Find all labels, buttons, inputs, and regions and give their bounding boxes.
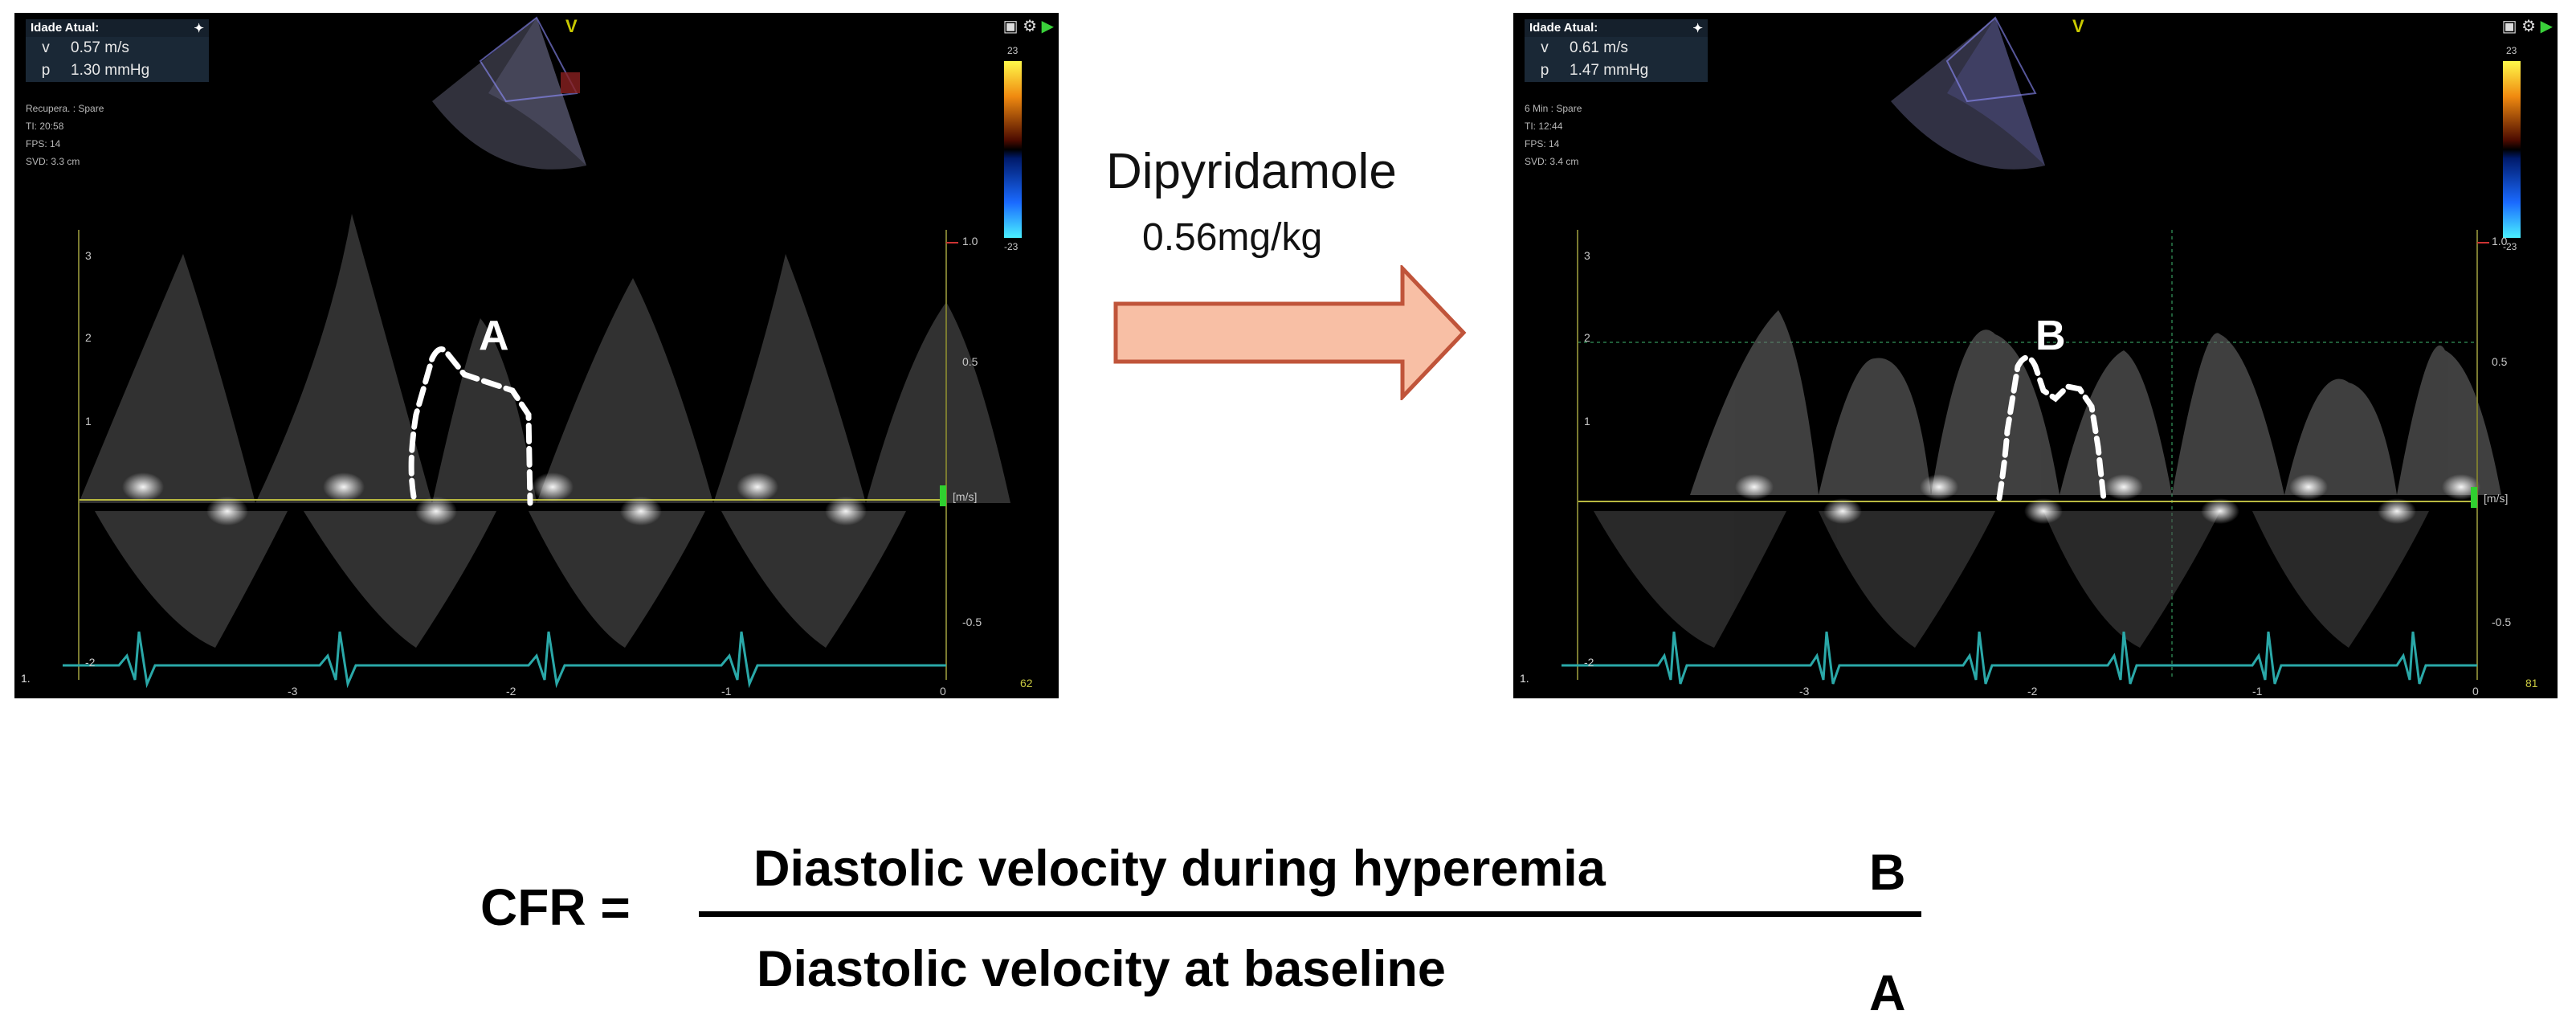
zoom-indicator[interactable]: 1. (1520, 672, 1529, 685)
scale-label: 1 (1584, 415, 1590, 428)
colorbar-top: 23 (1007, 45, 1019, 56)
baseline-doppler-spectrum (63, 16, 1022, 689)
colorbar-bottom: -23 (1004, 241, 1019, 252)
time-tick: -1 (721, 685, 732, 698)
scale-label: 3 (1584, 249, 1590, 262)
monitor-icon: ▣ ⚙ ▶ (2501, 18, 2553, 35)
formula-numerator-symbol: B (1869, 845, 1906, 901)
velocity-value: 0.61 m/s (1570, 39, 1628, 56)
play-icon: ▶ (2540, 18, 2553, 35)
meta-line: TI: 12:44 (1525, 121, 1563, 132)
play-icon: ▶ (1041, 18, 1054, 35)
drug-label: Dipyridamole (1106, 144, 1397, 199)
pressure-key: p (41, 62, 51, 79)
frame-counter: 81 (2525, 677, 2538, 690)
colorbar-bottom: -23 (2503, 241, 2517, 252)
velocity-key: v (1541, 39, 1549, 56)
scale-label: -2 (1584, 656, 1594, 669)
readout-header: Idade Atual: (31, 21, 100, 35)
meta-line: SVD: 3.4 cm (1525, 156, 1579, 167)
time-tick: -3 (1799, 685, 1810, 698)
monitor-icon: ▣ ⚙ ▶ (1002, 18, 1054, 35)
baseline-doppler-panel: Idade Atual: ✦ v 0.57 m/s p 1.30 mmHg Recup… (14, 13, 1059, 698)
scale-label: 1.0 (2492, 235, 2508, 248)
pressure-value: 1.30 mmHg (71, 62, 150, 79)
acquisition-meta: Recupera. : Spare TI: 20:58 FPS: 14 SVD:… (26, 100, 104, 170)
dose-label: 0.56mg/kg (1142, 216, 1323, 259)
meta-line: FPS: 14 (26, 138, 61, 149)
view-letter: V (565, 16, 578, 36)
peak-label-a: A (479, 313, 509, 359)
time-tick: -2 (506, 685, 516, 698)
velocity-value: 0.57 m/s (71, 39, 129, 56)
peak-label-b: B (2035, 313, 2066, 359)
time-tick: -2 (2027, 685, 2038, 698)
view-letter: V (2072, 16, 2084, 36)
hyperemia-doppler-spectrum (1562, 16, 2521, 685)
scale-label: -2 (85, 656, 96, 669)
acquisition-meta: 6 Min : Spare TI: 12:44 FPS: 14 SVD: 3.4… (1525, 100, 1582, 170)
meta-line: 6 Min : Spare (1525, 103, 1582, 114)
scale-label: 2 (1584, 331, 1590, 344)
readout-header: Idade Atual: (1529, 21, 1598, 35)
frame-counter: 62 (1020, 677, 1033, 690)
time-tick: 0 (2472, 685, 2479, 698)
scale-label: [m/s] (953, 490, 978, 503)
right-arrow-icon (1113, 265, 1467, 400)
hyperemia-doppler-panel: Idade Atual: ✦ v 0.61 m/s p 1.47 mmHg 6 Min… (1513, 13, 2558, 698)
velocity-key: v (42, 39, 50, 56)
scale-label: [m/s] (2484, 492, 2509, 505)
measurement-readout: Idade Atual: ✦ v 0.61 m/s p 1.47 mmHg (1525, 19, 1708, 82)
cfr-lhs: CFR = (480, 878, 631, 936)
meta-line: Recupera. : Spare (26, 103, 104, 114)
meta-line: SVD: 3.3 cm (26, 156, 80, 167)
formula-numerator: Diastolic velocity during hyperemia (753, 841, 1606, 897)
fraction-bar (699, 911, 1921, 917)
pressure-key: p (1540, 62, 1549, 79)
scale-label: 3 (85, 249, 92, 262)
formula-denominator: Diastolic velocity at baseline (757, 941, 1446, 997)
scale-label: 1.0 (962, 235, 978, 248)
time-tick: -1 (2252, 685, 2263, 698)
scale-label: 0.5 (2492, 355, 2508, 368)
scale-label: -0.5 (2492, 616, 2512, 628)
time-tick: 0 (940, 685, 946, 698)
formula-denominator-symbol: A (1869, 965, 1906, 1021)
scale-label: 1 (85, 415, 92, 428)
zoom-indicator[interactable]: 1. (21, 672, 31, 685)
measurement-readout: Idade Atual: ✦ v 0.57 m/s p 1.30 mmHg (26, 19, 209, 82)
scale-label: 0.5 (962, 355, 978, 368)
colorbar-top: 23 (2506, 45, 2517, 56)
time-tick: -3 (288, 685, 298, 698)
meta-line: TI: 20:58 (26, 121, 64, 132)
meta-line: FPS: 14 (1525, 138, 1560, 149)
pressure-value: 1.47 mmHg (1570, 62, 1649, 79)
scale-label: -0.5 (962, 616, 982, 628)
scale-label: 2 (85, 331, 92, 344)
